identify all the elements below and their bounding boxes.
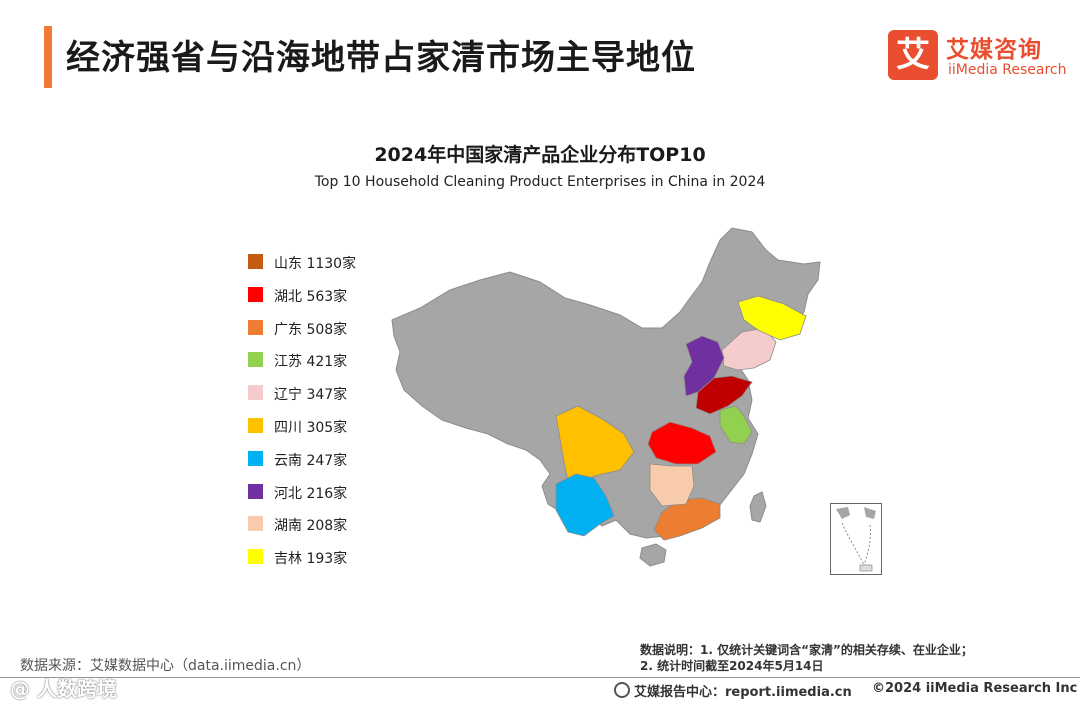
page-title: 经济强省与沿海地带占家清市场主导地位 <box>66 38 696 78</box>
legend-swatch <box>248 451 263 466</box>
legend-label: 湖南 208家 <box>274 518 348 534</box>
logo-text-cn: 艾媒咨询 <box>946 37 1042 63</box>
legend-swatch <box>248 484 263 499</box>
legend-swatch <box>248 320 263 335</box>
legend-label: 江苏 421家 <box>274 354 348 370</box>
legend-swatch <box>248 516 263 531</box>
legend-swatch <box>248 418 263 433</box>
legend-label: 辽宁 347家 <box>274 387 348 403</box>
province-jilin <box>737 295 807 341</box>
data-source: 数据来源：艾媒数据中心（data.iimedia.cn） <box>20 658 311 674</box>
south-china-sea-inset-box <box>830 503 882 575</box>
chart-subtitle: Top 10 Household Cleaning Product Enterp… <box>314 174 766 190</box>
province-guangdong <box>653 497 721 541</box>
map-base-taiwan <box>749 491 767 523</box>
legend-swatch <box>248 287 263 302</box>
footer-divider <box>0 677 1080 678</box>
globe-icon <box>614 682 630 698</box>
province-hebei <box>683 335 725 397</box>
province-jiangsu <box>719 405 753 445</box>
report-center-text: 艾媒报告中心：report.iimedia.cn <box>634 685 852 700</box>
map-base-hainan <box>639 543 667 567</box>
logo-mark: 艾 <box>888 30 938 80</box>
legend-label: 广东 508家 <box>274 322 348 338</box>
legend-swatch <box>248 352 263 367</box>
watermark: @ 人数跨境 <box>10 677 117 701</box>
logo-text-en: iiMedia Research <box>948 62 1067 78</box>
legend-label: 湖北 563家 <box>274 289 348 305</box>
legend-swatch <box>248 254 263 269</box>
footer-copyright: ©2024 iiMedia Research Inc <box>872 681 1078 696</box>
legend-swatch <box>248 385 263 400</box>
province-yunnan <box>555 473 615 537</box>
data-note-1: 数据说明：1. 仅统计关键词含“家清”的相关存续、在业企业； <box>640 643 973 657</box>
footer-report-center[interactable]: 艾媒报告中心：report.iimedia.cn <box>614 681 852 700</box>
legend-label: 山东 1130家 <box>274 256 357 272</box>
legend-swatch <box>248 549 263 564</box>
data-notes: 数据说明：1. 仅统计关键词含“家清”的相关存续、在业企业； 2. 统计时间截至… <box>640 642 973 674</box>
data-note-2: 2. 统计时间截至2024年5月14日 <box>640 659 824 673</box>
chart-title: 2024年中国家清产品企业分布TOP10 <box>374 144 706 166</box>
legend-label: 吉林 193家 <box>274 551 348 567</box>
china-map <box>391 227 821 567</box>
province-sichuan <box>555 405 635 491</box>
iimedia-logo[interactable]: 艾 艾媒咨询 iiMedia Research <box>888 30 1068 82</box>
legend-label: 四川 305家 <box>274 420 348 436</box>
province-hubei <box>647 421 717 465</box>
province-liaoning <box>721 327 777 371</box>
province-shandong <box>695 375 753 415</box>
title-accent-bar <box>44 26 52 88</box>
province-hunan <box>649 463 695 507</box>
legend-label: 云南 247家 <box>274 453 348 469</box>
legend-label: 河北 216家 <box>274 486 348 502</box>
map-base-china <box>391 227 821 539</box>
